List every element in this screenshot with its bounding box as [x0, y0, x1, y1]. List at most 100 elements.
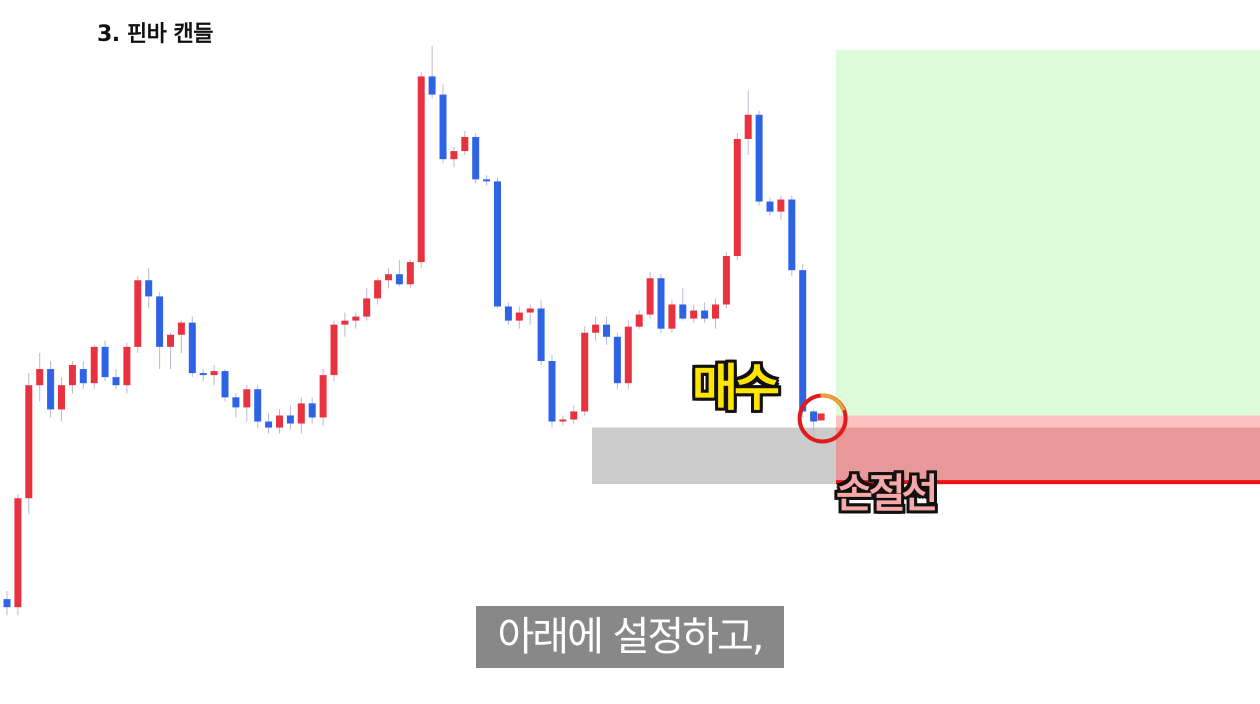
candle-body — [79, 369, 87, 384]
candle-body — [68, 365, 76, 386]
candle-body — [308, 403, 316, 418]
candle-body — [341, 320, 349, 325]
candle — [406, 260, 414, 289]
candle — [341, 312, 349, 337]
candle — [504, 302, 512, 325]
pin-bar-circle-highlight — [820, 393, 846, 412]
marker-layer — [797, 393, 848, 444]
candle-body — [243, 389, 251, 408]
candle-body — [722, 256, 730, 305]
candle — [537, 300, 545, 366]
candle — [101, 340, 109, 382]
candle-body — [210, 371, 218, 376]
page-title: 3. 핀바 캔들 — [97, 22, 213, 47]
candle — [450, 147, 458, 168]
candle — [47, 360, 55, 418]
candle — [156, 292, 164, 370]
candle-body — [603, 324, 610, 337]
entry-candle-marker — [817, 413, 825, 421]
candle — [210, 365, 218, 386]
candle — [548, 354, 556, 428]
candle — [635, 310, 643, 329]
candle-body — [461, 136, 469, 152]
candle — [395, 260, 403, 287]
candle — [581, 326, 589, 416]
candle-body — [199, 373, 207, 376]
candle-body — [635, 314, 643, 327]
candle — [624, 320, 632, 390]
candle-body — [58, 385, 65, 410]
candle — [79, 360, 87, 390]
candle — [177, 320, 185, 353]
candle — [733, 132, 741, 261]
candle — [167, 332, 174, 370]
candle-body — [363, 298, 371, 317]
candle — [123, 342, 131, 394]
candle-body — [559, 419, 567, 422]
candle-body — [646, 278, 654, 315]
candle — [199, 369, 207, 382]
candle — [297, 397, 305, 434]
candle-body — [483, 179, 491, 182]
candle — [319, 369, 327, 426]
candle-body — [679, 304, 687, 319]
candle-body — [668, 304, 676, 329]
candle-body — [799, 270, 807, 412]
candle — [439, 84, 447, 164]
candle — [668, 300, 676, 333]
candle-body — [156, 296, 164, 347]
candle-body — [766, 201, 774, 212]
candle-body — [221, 371, 229, 398]
target-zone — [836, 50, 1260, 416]
candle — [483, 175, 491, 186]
candle — [14, 494, 22, 616]
candle-body — [548, 360, 556, 422]
candle — [603, 316, 610, 345]
candle-body — [330, 324, 338, 376]
candle-body — [472, 136, 480, 180]
candle-body — [286, 415, 294, 424]
candle-body — [265, 421, 273, 428]
candle-body — [395, 274, 403, 285]
candle-body — [712, 304, 719, 319]
candle — [188, 316, 196, 378]
candle-body — [232, 397, 240, 408]
candle-body — [537, 308, 545, 361]
candle — [592, 316, 600, 341]
candle-body — [374, 280, 382, 299]
candle-body — [581, 332, 589, 412]
candle-body — [319, 375, 327, 418]
candle-body — [515, 312, 523, 321]
candle — [417, 72, 425, 269]
candle-body — [25, 385, 33, 499]
candle-body — [755, 114, 763, 202]
buy-label: 매수 — [692, 359, 780, 417]
candle — [68, 360, 76, 394]
candle-body — [134, 280, 142, 347]
candle-body — [254, 389, 262, 422]
candle — [570, 405, 578, 424]
candle — [145, 268, 153, 309]
candle-body — [385, 274, 392, 281]
candle — [744, 90, 752, 156]
stop-loss-label: 손절선 — [836, 471, 938, 517]
candle — [363, 288, 371, 321]
risk-zone-overlap — [836, 427, 1260, 483]
candle — [461, 130, 469, 156]
candle — [374, 278, 382, 305]
candle — [25, 373, 33, 515]
support-zone — [592, 427, 836, 485]
candle-body — [526, 308, 534, 313]
candle — [766, 197, 774, 216]
candle — [494, 177, 501, 309]
candle — [286, 405, 294, 430]
candle — [232, 393, 240, 418]
candle-body — [570, 411, 578, 420]
candle — [90, 344, 98, 390]
candle — [526, 304, 534, 325]
candle — [254, 385, 262, 428]
candle — [515, 306, 523, 329]
candle — [712, 298, 719, 329]
